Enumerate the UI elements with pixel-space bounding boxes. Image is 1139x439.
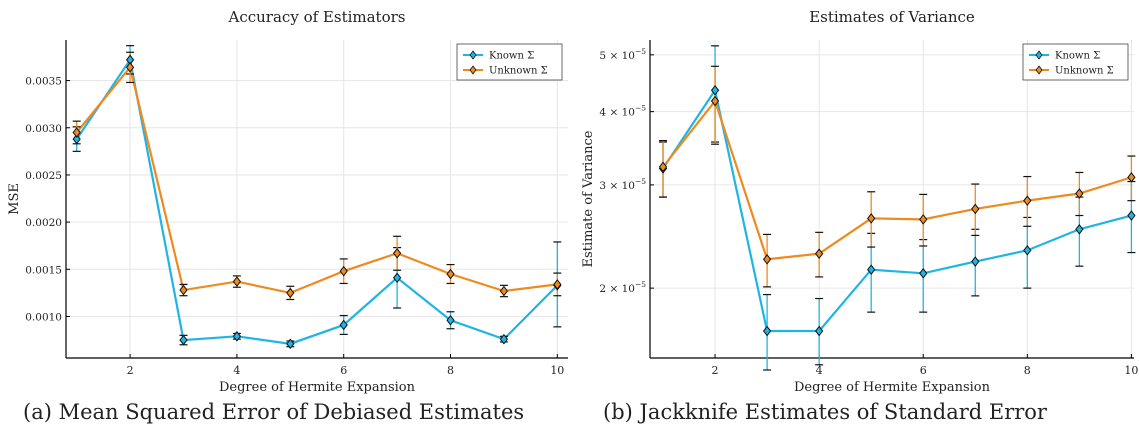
- y-tick-label: 0.0025: [25, 170, 62, 182]
- data-point-known: [919, 267, 928, 279]
- data-point-unknown: [232, 276, 242, 287]
- legend-swatch-marker: [469, 50, 477, 60]
- y-axis-label: Estimate of Variance: [581, 130, 596, 267]
- y-tick-label: 0.0015: [25, 264, 62, 276]
- data-point-known: [179, 334, 188, 346]
- x-tick-label: 10: [1124, 364, 1138, 377]
- data-point-known: [286, 338, 295, 350]
- y-tick-label: 4 × 10−5: [599, 104, 646, 119]
- x-axis-label: Degree of Hermite Expansion: [219, 380, 416, 395]
- y-axis-label: MSE: [7, 183, 22, 215]
- x-tick-label: 2: [712, 364, 719, 377]
- series-line-unknown: [75, 64, 558, 295]
- data-point-unknown: [658, 161, 668, 173]
- data-point-unknown: [553, 279, 562, 290]
- legend-label-known: Known Σ: [489, 51, 534, 62]
- legend: Known Σ Unknown Σ: [1022, 43, 1129, 81]
- data-point-unknown: [919, 214, 928, 225]
- data-point-known: [971, 256, 980, 267]
- data-point-known: [1023, 245, 1032, 256]
- data-point-known: [867, 264, 876, 276]
- data-point-known: [392, 272, 402, 284]
- data-point-known: [499, 333, 509, 345]
- y-tick-label: 3 × 10−5: [599, 177, 646, 192]
- x-axis-label: Degree of Hermite Expansion: [794, 380, 991, 395]
- data-point-unknown: [762, 253, 772, 265]
- legend: Known Σ Unknown Σ: [456, 43, 563, 81]
- data-point-unknown: [1127, 172, 1136, 183]
- data-point-unknown: [499, 285, 509, 297]
- data-point-unknown: [710, 95, 720, 107]
- data-point-known: [1127, 210, 1136, 221]
- legend-swatch-marker: [469, 65, 477, 75]
- caption-a: (a) Mean Squared Error of Debiased Estim…: [23, 400, 525, 424]
- data-point-known: [1075, 223, 1084, 235]
- y-tick-label: 0.0010: [25, 311, 62, 323]
- legend-box: [1022, 43, 1129, 81]
- x-tick-label: 8: [447, 364, 454, 377]
- x-tick-label: 4: [233, 364, 240, 377]
- series-line-known: [75, 56, 559, 345]
- y-tick-label: 0.0035: [25, 76, 62, 88]
- data-point-known: [232, 330, 242, 342]
- data-point-known: [339, 319, 348, 331]
- caption-b: (b) Jackknife Estimates of Standard Erro…: [603, 400, 1047, 424]
- data-point-unknown: [179, 284, 188, 296]
- y-tick-label: 2 × 10−5: [599, 280, 646, 295]
- data-point-unknown: [125, 62, 135, 73]
- data-point-unknown: [1075, 188, 1084, 199]
- legend-swatch-marker: [1035, 65, 1043, 75]
- data-point-known: [815, 325, 824, 337]
- legend-box: [456, 43, 563, 81]
- x-tick-label: 6: [340, 364, 347, 377]
- series-line-known: [662, 87, 1132, 333]
- x-tick-label: 6: [920, 364, 927, 377]
- y-tick-label: 0.0030: [25, 123, 62, 135]
- data-point-unknown: [446, 268, 455, 280]
- x-tick-label: 2: [127, 364, 134, 377]
- legend-label-unknown: Unknown Σ: [1055, 66, 1114, 77]
- chart-panel-b: 2 4 6 8 10 2 × 10−5 3 × 10−5 4 × 10−5 5 × 10−5 Es…: [581, 8, 1138, 395]
- data-point-unknown: [339, 265, 348, 277]
- data-point-known: [446, 314, 455, 326]
- x-tick-label: 4: [816, 364, 823, 377]
- legend-swatch-marker: [1035, 50, 1043, 60]
- chart-panel-a: 2 4 6 8 10 0.0010 0.0015 0.0020 0.0025 0.0030 0.00…: [7, 8, 568, 395]
- chart-title: Estimates of Variance: [809, 8, 975, 26]
- data-point-unknown: [815, 248, 824, 259]
- x-tick-label: 10: [550, 364, 564, 377]
- data-point-known: [72, 133, 81, 145]
- y-tick-label: 5 × 10−5: [599, 47, 646, 62]
- legend-label-known: Known Σ: [1055, 51, 1100, 62]
- data-point-known: [710, 84, 720, 96]
- data-point-unknown: [72, 127, 81, 138]
- data-point-unknown: [971, 203, 980, 215]
- series-line-unknown: [662, 98, 1132, 261]
- data-point-unknown: [1023, 195, 1032, 206]
- data-point-unknown: [392, 247, 402, 259]
- data-point-known: [762, 325, 772, 337]
- data-point-unknown: [286, 287, 295, 299]
- chart-title: Accuracy of Estimators: [228, 8, 406, 26]
- y-tick-label: 0.0020: [25, 217, 62, 229]
- legend-label-unknown: Unknown Σ: [489, 66, 548, 77]
- x-tick-label: 8: [1024, 364, 1031, 377]
- data-point-unknown: [867, 213, 876, 224]
